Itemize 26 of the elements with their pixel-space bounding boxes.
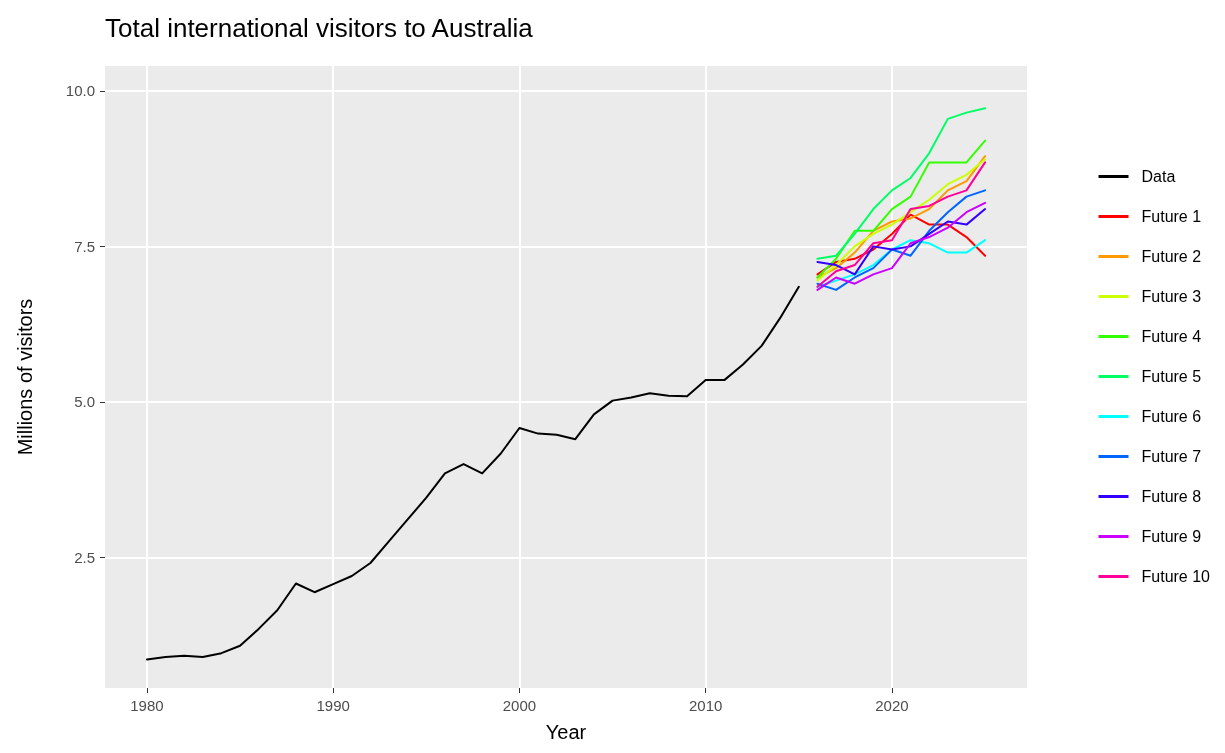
line-series <box>816 107 987 260</box>
y-tick-label: 10.0 <box>65 82 95 100</box>
y-tick-label: 5.0 <box>74 393 95 411</box>
legend-label: Future 1 <box>1141 208 1202 225</box>
legend-label: Future 4 <box>1141 328 1202 345</box>
chart-title: Total international visitors to Australia <box>105 13 534 43</box>
y-axis-title: Millions of visitors <box>14 298 36 456</box>
legend-label: Data <box>1141 168 1176 185</box>
legend-label: Future 8 <box>1141 488 1202 505</box>
y-tick-label: 7.5 <box>74 237 95 255</box>
legend-label: Future 6 <box>1141 408 1202 425</box>
legend-label: Future 2 <box>1141 248 1202 265</box>
x-tick-label: 2020 <box>875 697 909 714</box>
legend-label: Future 5 <box>1141 368 1202 385</box>
line-series <box>145 285 800 661</box>
x-axis-title: Year <box>545 721 587 743</box>
x-tick-label: 2000 <box>502 697 537 714</box>
line-series <box>816 239 987 288</box>
legend-label: Future 10 <box>1141 568 1211 585</box>
legend-label: Future 3 <box>1141 288 1202 305</box>
y-tick-label: 2.5 <box>74 548 95 566</box>
x-tick-label: 1980 <box>130 697 164 714</box>
x-tick-label: 2010 <box>689 697 723 714</box>
legend-label: Future 7 <box>1141 448 1202 465</box>
x-tick-label: 1990 <box>316 697 350 714</box>
legend-label: Future 9 <box>1141 528 1202 545</box>
